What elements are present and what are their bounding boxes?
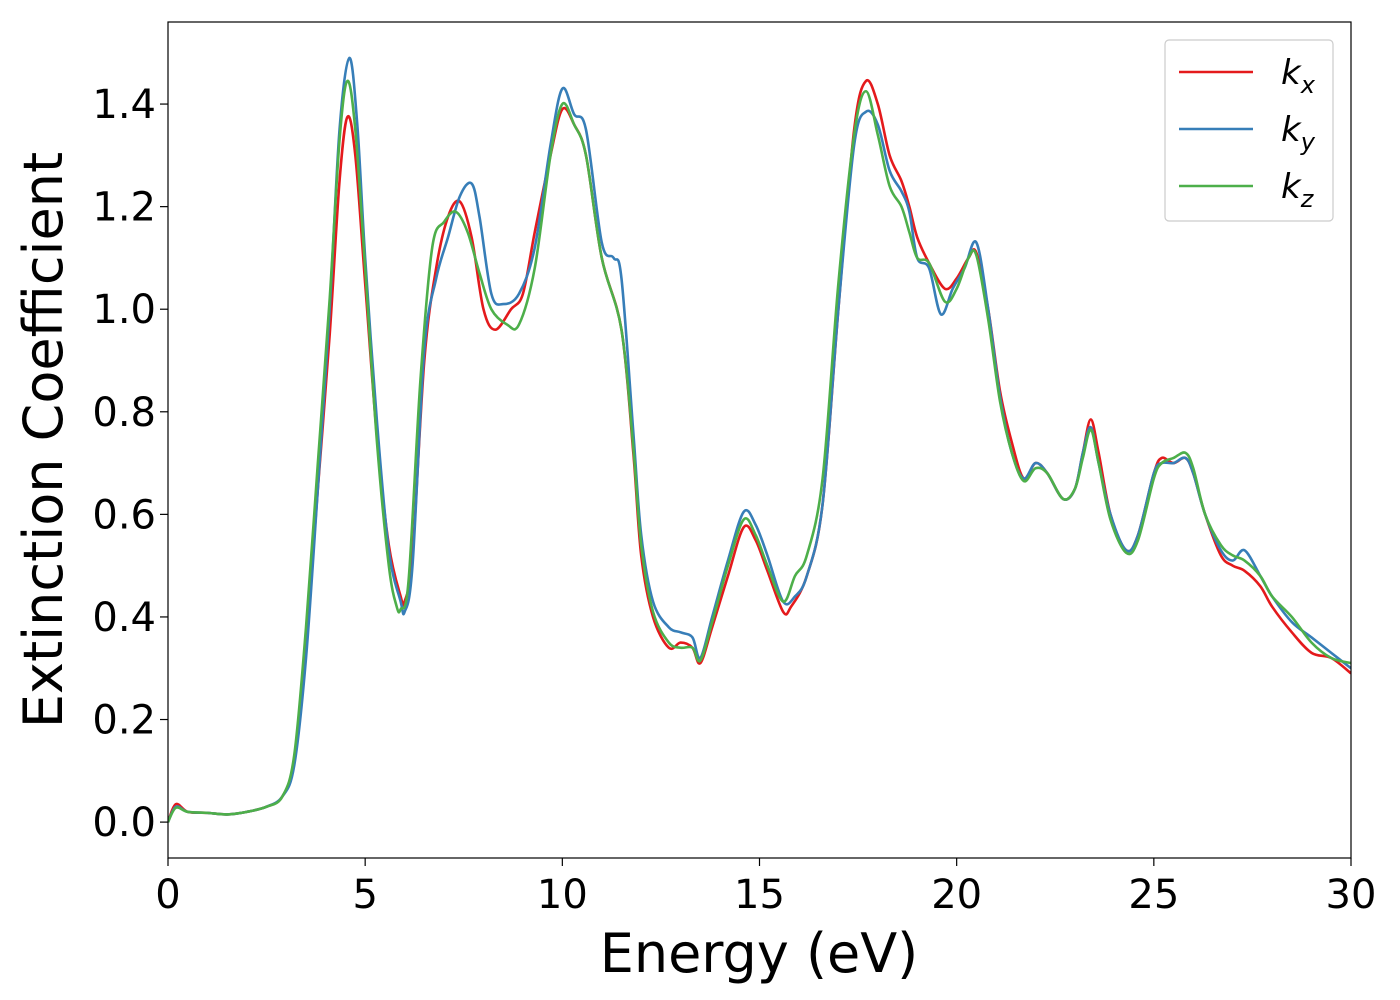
y-axis-title: Extinction Coefficient (12, 152, 75, 728)
legend-label-y: ky (1281, 110, 1316, 156)
y-tick-label: 0.6 (92, 492, 156, 538)
x-tick-label: 5 (352, 872, 377, 918)
x-tick-label: 20 (931, 872, 982, 918)
y-tick-label: 1.0 (92, 287, 156, 333)
y-tick-label: 0.4 (92, 595, 156, 641)
x-axis-title: Energy (eV) (600, 922, 919, 985)
series-line-z (168, 79, 1351, 823)
x-tick-label: 0 (155, 872, 180, 918)
legend-box (1164, 39, 1334, 222)
x-tick-label: 25 (1128, 872, 1179, 918)
legend-label-x: kx (1281, 53, 1316, 99)
y-axis: 0.0 0.2 0.4 0.6 0.8 1.0 1.2 1.4 (92, 82, 168, 846)
series-layer (168, 56, 1351, 823)
x-tick-label: 10 (537, 872, 588, 918)
y-tick-label: 1.4 (92, 82, 156, 128)
legend-label-z: kz (1281, 167, 1315, 213)
y-tick-label: 0.8 (92, 390, 156, 436)
x-axis: 0 5 10 15 20 25 30 (155, 858, 1376, 918)
y-tick-label: 0.0 (92, 800, 156, 846)
y-tick-label: 1.2 (92, 185, 156, 231)
legend: kx ky kz (1164, 39, 1334, 222)
x-tick-label: 15 (734, 872, 785, 918)
x-tick-label: 30 (1326, 872, 1377, 918)
y-tick-label: 0.2 (92, 698, 156, 744)
